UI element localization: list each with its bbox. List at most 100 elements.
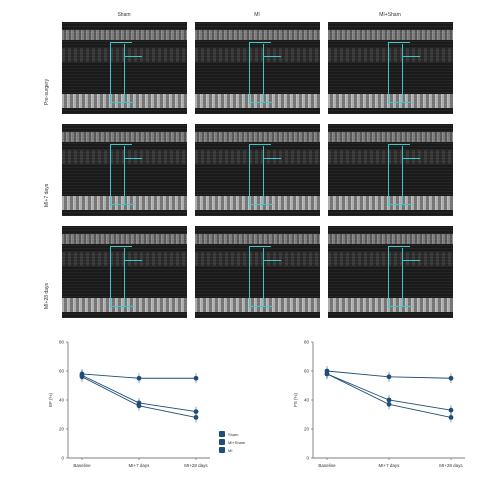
legend-label: MI <box>228 447 233 453</box>
echo-texture <box>195 30 320 40</box>
caliper-tick <box>388 246 410 247</box>
echo-texture <box>328 48 453 62</box>
echo-texture <box>195 226 320 318</box>
data-point <box>386 401 392 407</box>
echo-panel <box>328 22 453 114</box>
data-point <box>448 375 454 381</box>
echo-texture <box>328 298 453 312</box>
caliper-line <box>124 44 125 102</box>
ef-chart-svg: 0 20 40 60 80 Baseline MI+7 days MI+28 days EF (… <box>48 340 210 468</box>
caliper-line <box>388 144 389 206</box>
legend-label: MI+Sham <box>228 439 246 445</box>
legend-item: Sham <box>219 430 245 438</box>
legend-swatch <box>219 447 225 453</box>
data-point <box>193 375 199 381</box>
caliper-tick <box>249 102 273 103</box>
legend-item: MI+Sham <box>219 438 245 446</box>
echo-texture <box>195 150 320 164</box>
caliper-tick <box>249 144 271 145</box>
caliper-tick <box>402 56 420 57</box>
data-point <box>79 374 85 380</box>
x-tick-label: MI+7 days <box>379 463 401 468</box>
y-tick-label: 80 <box>59 340 65 345</box>
data-point <box>193 409 199 414</box>
echo-texture <box>62 30 187 40</box>
echo-texture <box>328 196 453 210</box>
data-point <box>386 374 392 380</box>
ef-chart: 0 20 40 60 80 Baseline MI+7 days MI+28 days EF (… <box>40 330 220 480</box>
y-tick-label: 0 <box>61 456 64 461</box>
caliper-tick <box>388 144 410 145</box>
echo-texture <box>328 132 453 142</box>
caliper-tick <box>124 56 142 57</box>
legend-swatch <box>219 431 225 437</box>
fs-chart-svg: 0 20 40 60 80 Baseline MI+7 days MI+28 days FS (… <box>293 340 465 468</box>
y-tick-label: 40 <box>304 398 310 403</box>
row-label-pre-surgery: Pre-surgery <box>44 78 50 105</box>
caliper-line <box>402 248 403 306</box>
caliper-tick <box>249 42 271 43</box>
caliper-tick <box>110 306 134 307</box>
caliper-tick <box>388 306 412 307</box>
data-point <box>193 415 199 420</box>
caliper-tick <box>124 158 142 159</box>
echo-texture <box>195 48 320 62</box>
caliper-line <box>263 146 264 204</box>
echo-texture <box>195 132 320 142</box>
caliper-line <box>110 42 111 104</box>
data-point <box>448 407 454 413</box>
row-label-mi-28-days: MI+28 days <box>44 283 50 309</box>
row-label-mi-7-days: MI+7 days <box>44 183 50 207</box>
echo-texture <box>195 252 320 266</box>
echo-panel <box>195 124 320 216</box>
echo-panel <box>62 124 187 216</box>
echo-texture <box>328 252 453 266</box>
data-point <box>136 375 142 381</box>
caliper-tick <box>110 246 132 247</box>
x-tick-label: MI+28 days <box>439 463 463 468</box>
caliper-tick <box>402 260 420 261</box>
caliper-line <box>263 248 264 306</box>
legend-swatch <box>219 439 225 445</box>
x-tick-label: Baseline <box>73 463 91 468</box>
caliper-tick <box>402 158 420 159</box>
caliper-tick <box>249 306 273 307</box>
caliper-tick <box>263 260 281 261</box>
echo-panel <box>195 226 320 318</box>
caliper-tick <box>124 260 142 261</box>
echo-texture <box>328 30 453 40</box>
y-tick-label: 20 <box>59 427 65 432</box>
chart-legend: Sham MI+Sham MI <box>219 430 245 454</box>
echo-texture <box>328 234 453 244</box>
echo-texture <box>195 234 320 244</box>
caliper-line <box>402 146 403 204</box>
echo-texture <box>195 124 320 216</box>
echo-panel <box>62 22 187 114</box>
caliper-line <box>124 248 125 306</box>
x-tick-label: MI+28 days <box>184 463 208 468</box>
caliper-line <box>110 144 111 206</box>
data-point <box>448 415 454 420</box>
caliper-line <box>249 144 250 206</box>
caliper-tick <box>388 204 412 205</box>
echo-texture <box>195 94 320 108</box>
caliper-line <box>388 42 389 104</box>
caliper-line <box>110 246 111 308</box>
caliper-tick <box>110 42 132 43</box>
fs-chart: 0 20 40 60 80 Baseline MI+7 days MI+28 days FS (… <box>285 330 475 480</box>
data-point <box>324 371 330 377</box>
caliper-tick <box>388 102 412 103</box>
echo-panel <box>328 124 453 216</box>
caliper-line <box>263 44 264 102</box>
echo-panel <box>62 226 187 318</box>
y-axis-label: EF (%) <box>48 392 53 407</box>
caliper-line <box>402 44 403 102</box>
echo-texture <box>195 298 320 312</box>
echo-texture <box>328 124 453 216</box>
y-tick-label: 60 <box>59 369 65 374</box>
caliper-line <box>388 246 389 308</box>
y-axis-label: FS (%) <box>293 392 298 407</box>
echo-texture <box>195 196 320 210</box>
y-tick-label: 80 <box>304 340 310 345</box>
x-tick-label: Baseline <box>318 463 336 468</box>
